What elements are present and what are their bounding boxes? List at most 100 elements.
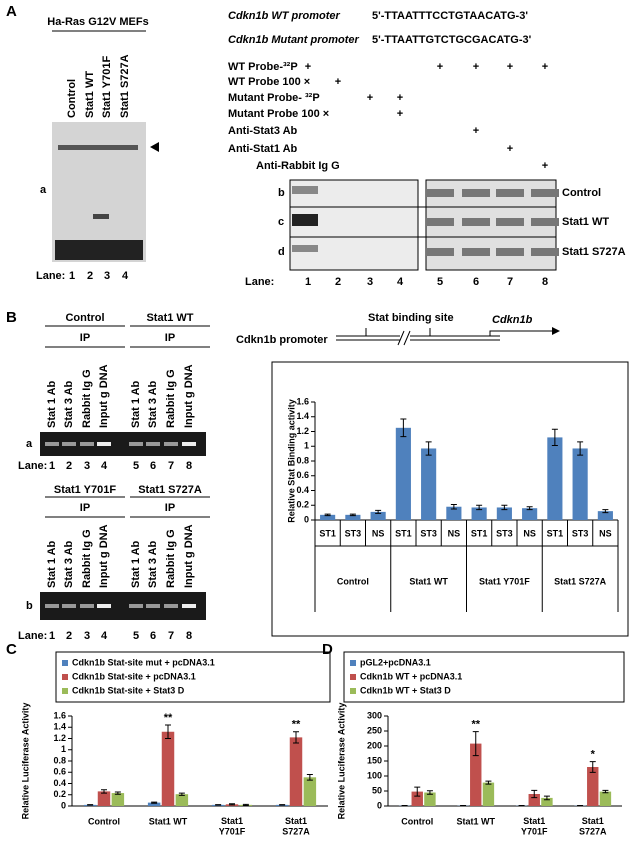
gel-band [496,218,524,226]
y-tick-label: 0.2 [296,500,309,510]
legend-label: Cdkn1b WT + Stat3 D [360,685,451,695]
gel-band [182,604,196,608]
condition-label: WT Probe-³²P [228,61,298,73]
error-bar [178,792,185,796]
bar [470,743,482,806]
bar [572,448,588,520]
text-line: Stat1 [221,816,243,826]
lane-name: Stat 3 Ab [147,540,159,588]
condition-label: Mutant Probe 100 × [228,108,329,120]
error-bar [602,509,609,514]
error-bar [414,786,421,797]
lane-number: 1 [69,270,75,282]
lane-number: 4 [122,270,129,282]
error-bar [114,791,121,795]
promoter-name: Cdkn1b Mutant promoter [228,34,359,46]
bar [320,514,336,520]
gel-label: a [40,184,47,196]
legend-label: Cdkn1b Stat-site mut + pcDNA3.1 [72,657,215,667]
error-bar [526,506,533,511]
panel-letter: A [6,3,17,20]
bar [528,794,540,806]
lane-number: 1 [49,630,55,642]
lane-name: Input g DNA [98,524,110,588]
bar [175,794,189,806]
error-bar [577,441,584,456]
lane-name: Stat 3 Ab [147,380,159,428]
bar [395,427,411,520]
x-tick-label: ST1 [395,528,412,538]
lane-number: 5 [437,276,443,288]
lane-label: Lane: [18,630,47,642]
y-tick-label: 1.6 [296,396,309,406]
lane-name: Rabbit Ig G [81,529,93,588]
error-bar [229,803,235,806]
lane-name: Stat1 Y701F [101,56,113,118]
legend-swatch [62,688,68,694]
plus-mark: + [397,92,403,104]
lane-number: 3 [367,276,373,288]
arrowhead [150,142,159,152]
y-tick-label: 1 [61,744,66,754]
plus-mark: + [507,61,513,73]
error-bar [349,513,356,517]
gel-label: d [278,246,285,258]
promoter-name: Cdkn1b WT promoter [228,10,341,22]
y-tick-label: 1.4 [296,411,309,421]
x-tick-label: NS [599,528,612,538]
plus-mark: + [542,61,548,73]
error-bar [589,761,596,773]
gel-band [164,604,178,608]
y-axis-title: Relative Luciferase Activity [336,703,346,820]
promoter-sequence: 5'-TTAATTGTCTGCGACATG-3' [372,34,532,46]
y-tick-label: 1 [304,441,309,451]
legend-label: Cdkn1b Stat-site + pcDNA3.1 [72,671,196,681]
lane-number: 2 [87,270,93,282]
gel-band [80,604,94,608]
gel-band [292,186,318,194]
bar [161,731,175,806]
gel-band [62,442,76,446]
gel-band [531,218,559,226]
gel-band [45,442,59,446]
gel-band [182,442,196,446]
gel-band [426,189,454,197]
lane-name: Input g DNA [183,364,195,428]
gel-label: b [26,600,33,612]
gel-band [45,604,59,608]
y-tick-label: 250 [367,725,382,735]
lane-number: 3 [104,270,110,282]
gel-label: a [26,438,33,450]
text-line: S727A [579,827,607,837]
lane-label: Lane: [245,276,274,288]
x-tick-label: NS [372,528,385,538]
x-tick-label: ST1 [319,528,336,538]
legend-swatch [350,660,356,666]
gel-band [97,442,111,446]
y-tick-label: 0.4 [53,778,66,788]
promoter-sequence: 5'-TTAATTTCCTGTAACATG-3' [372,10,528,22]
error-bar [165,724,171,739]
x-tick-label: ST3 [496,528,513,538]
group-label: Stat1 Y701F [479,576,530,586]
lane-number: 8 [186,630,192,642]
y-axis-title: Relative Stat Binding activity [286,399,296,523]
x-tick-label: ST3 [345,528,362,538]
bar [482,782,495,806]
lane-number: 1 [49,460,55,472]
gel-band [426,218,454,226]
row-label: Stat1 WT [562,216,609,228]
gel-label: b [278,187,285,199]
text-line: S727A [282,827,310,837]
gel-band [462,218,490,226]
error-bar [501,504,508,511]
diagram-label: Cdkn1b [492,314,533,326]
lane-number: 8 [542,276,548,288]
lane-name: Stat 1 Ab [130,380,142,428]
gel-band [531,189,559,197]
condition-label: Anti-Stat3 Ab [228,125,298,137]
gel-band [129,442,143,446]
lane-number: 2 [66,630,72,642]
gel-band [496,248,524,256]
plus-mark: + [367,92,373,104]
